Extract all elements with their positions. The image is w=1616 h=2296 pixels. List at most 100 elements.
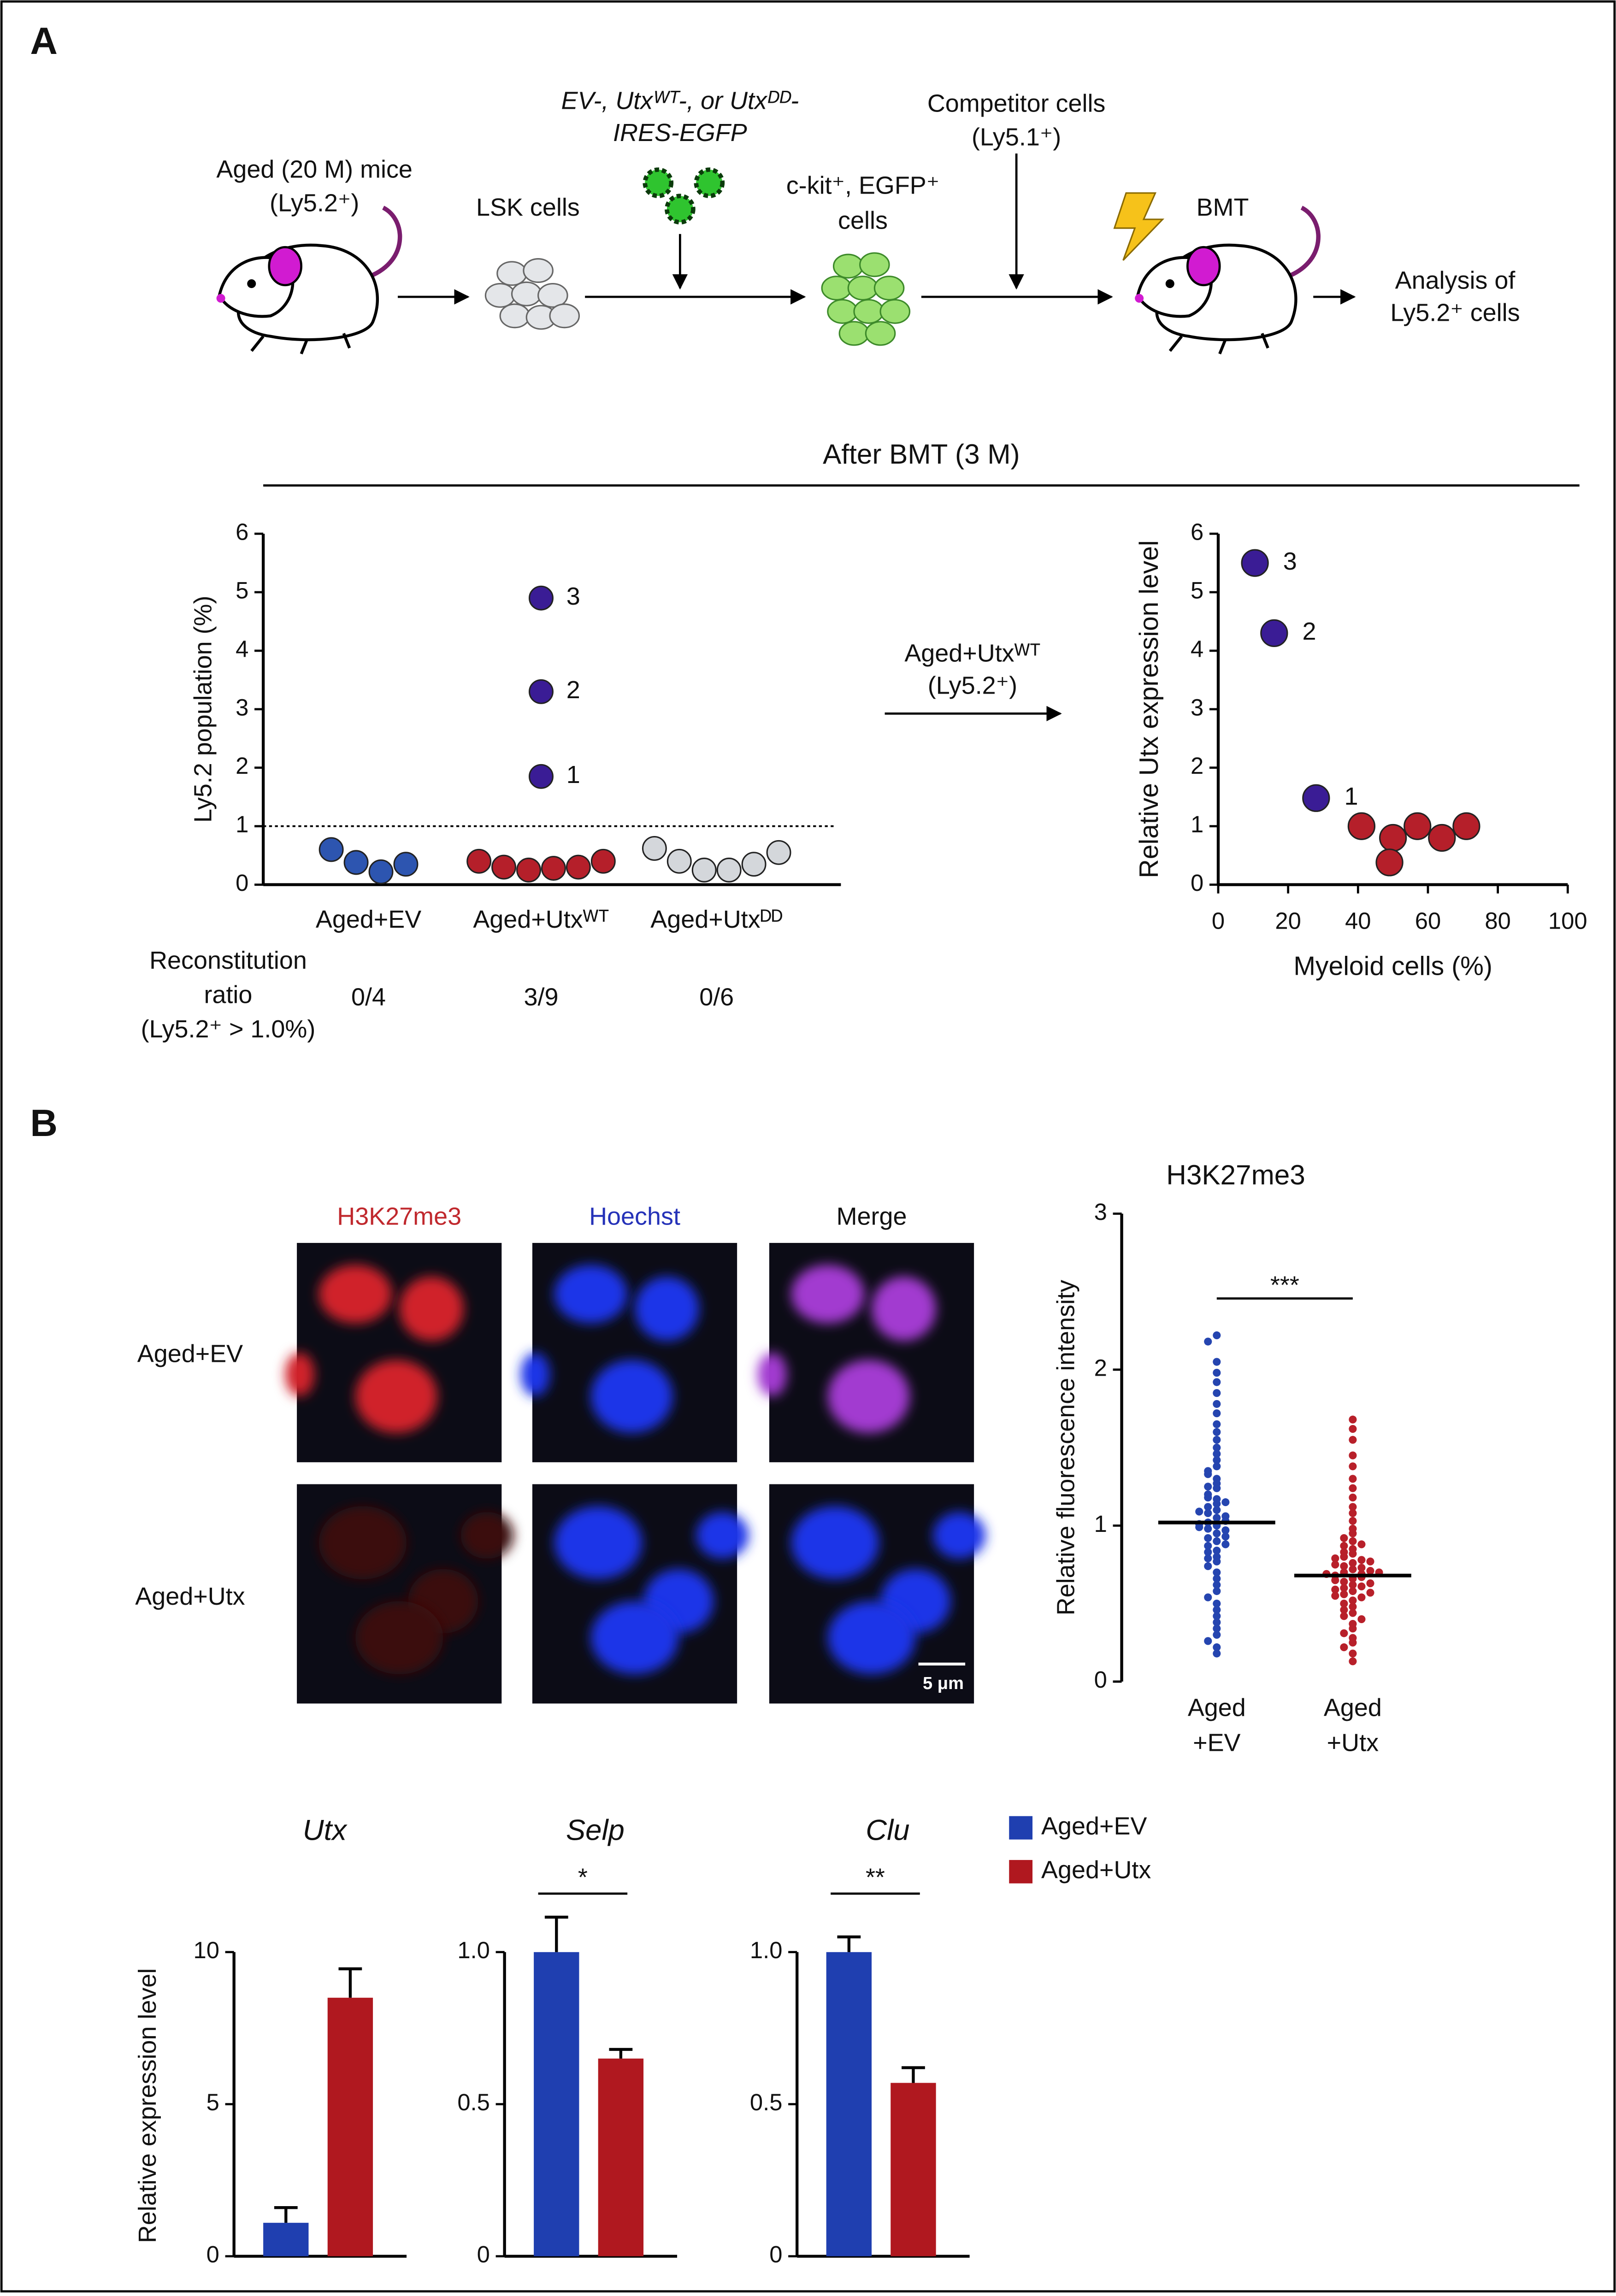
point: [1349, 1565, 1357, 1573]
point: [1204, 1554, 1212, 1563]
point: [1357, 1540, 1366, 1548]
schematic-label: Aged (20 M) mice: [216, 156, 413, 183]
point: [1340, 1629, 1348, 1637]
point: [1340, 1600, 1348, 1608]
nucleus: [355, 1360, 437, 1433]
y-tick-label: 6: [1191, 519, 1203, 545]
point: [1349, 1462, 1357, 1471]
schematic-label: (Ly5.1⁺): [972, 124, 1061, 151]
legend-swatch: [1009, 1860, 1033, 1884]
schematic: [217, 153, 1580, 722]
point: [741, 852, 767, 877]
image-row-title: Aged+EV: [137, 1340, 243, 1368]
y-tick-label: 2: [1191, 753, 1203, 779]
panel-label: A: [30, 20, 58, 62]
significance: **: [866, 1863, 885, 1891]
point: [1221, 1512, 1230, 1520]
y-tick-label: 5: [236, 577, 248, 603]
nucleus: [520, 1352, 550, 1397]
point: [1349, 1581, 1357, 1589]
point: [1302, 784, 1330, 812]
point-label: 1: [566, 761, 580, 789]
x-tick-label: Aged+EV: [316, 906, 421, 933]
point: [642, 836, 667, 861]
transfer-label: Aged+Utxᵂᵀ: [904, 640, 1040, 667]
x-tick-label: Aged+Utxᵂᵀ: [473, 906, 609, 933]
point: [1213, 1484, 1221, 1492]
point: [1241, 549, 1269, 577]
y-axis-label: Ly5.2 population (%): [189, 596, 217, 823]
x-tick-label: 80: [1485, 908, 1510, 934]
nucleus: [757, 1352, 787, 1397]
point: [318, 837, 344, 862]
point-label: 3: [1283, 548, 1297, 575]
point: [1349, 1609, 1357, 1617]
point: [1213, 1649, 1221, 1658]
irradiation: [1113, 192, 1165, 261]
point: [1340, 1542, 1348, 1550]
point: [1204, 1483, 1212, 1491]
schematic-label: Competitor cells: [927, 90, 1106, 118]
schematic-label: LSK cells: [476, 194, 580, 221]
point: [1340, 1584, 1348, 1592]
schematic-label: EV-, Utxᵂᵀ-, or Utxᴰᴰ-: [561, 87, 799, 114]
point: [1204, 1503, 1212, 1511]
y-tick-label: 3: [236, 694, 248, 720]
point: [1213, 1587, 1221, 1595]
nucleus: [933, 1512, 986, 1559]
point: [1213, 1500, 1221, 1508]
panel-label: B: [30, 1102, 58, 1144]
point: [1366, 1579, 1374, 1588]
point: [1213, 1378, 1221, 1386]
chart-title: H3K27me3: [1166, 1159, 1305, 1190]
schematic-label: (Ly5.2⁺): [270, 189, 359, 217]
error-bar: [338, 1967, 362, 1998]
point: [1213, 1625, 1221, 1633]
point: [466, 848, 492, 874]
bar: [826, 1952, 872, 2256]
point: [491, 854, 517, 880]
x-tick-label: 40: [1345, 908, 1371, 934]
point: [1204, 1593, 1212, 1601]
ratio-label: 3/9: [524, 983, 558, 1011]
point: [528, 585, 554, 611]
y-tick-label: 2: [236, 753, 248, 779]
nucleus: [554, 1506, 642, 1579]
image-column-title: Merge: [837, 1202, 907, 1230]
point: [666, 848, 692, 874]
point: [1213, 1428, 1221, 1436]
error-bar: [837, 1935, 861, 1952]
nucleus: [827, 1360, 910, 1433]
nucleus: [554, 1265, 628, 1324]
y-axis-label: Relative expression level: [134, 1968, 161, 2243]
image-column-title: Hoechst: [589, 1202, 680, 1230]
point: [1213, 1331, 1221, 1340]
nucleus: [460, 1512, 513, 1559]
y-tick-label: 10: [193, 1937, 219, 1963]
point: [590, 848, 616, 874]
arrows: [398, 153, 1356, 722]
point: [1213, 1389, 1221, 1397]
y-tick-label: 5: [1191, 577, 1203, 603]
y-axis-label: Relative fluorescence intensity: [1052, 1280, 1079, 1615]
sorted-cells: [821, 252, 911, 346]
point: [1204, 1542, 1212, 1550]
nucleus: [635, 1276, 699, 1341]
point: [1349, 1503, 1357, 1511]
point: [1221, 1540, 1230, 1548]
point: [1204, 1525, 1212, 1533]
error-bar: [544, 1915, 568, 1952]
nucleus: [696, 1512, 749, 1559]
x-tick-label: Aged: [1188, 1694, 1246, 1721]
schematic-label: c-kit⁺, EGFP⁺: [786, 171, 940, 199]
y-tick-label: 0: [206, 2241, 219, 2267]
point: [1375, 848, 1404, 877]
point: [1357, 1564, 1366, 1572]
point: [1357, 1582, 1366, 1590]
point: [1340, 1548, 1348, 1556]
point: [691, 857, 717, 883]
y-tick-label: 1.0: [457, 1937, 490, 1963]
point: [1213, 1400, 1221, 1408]
nucleus: [399, 1276, 464, 1341]
point: [1213, 1574, 1221, 1583]
